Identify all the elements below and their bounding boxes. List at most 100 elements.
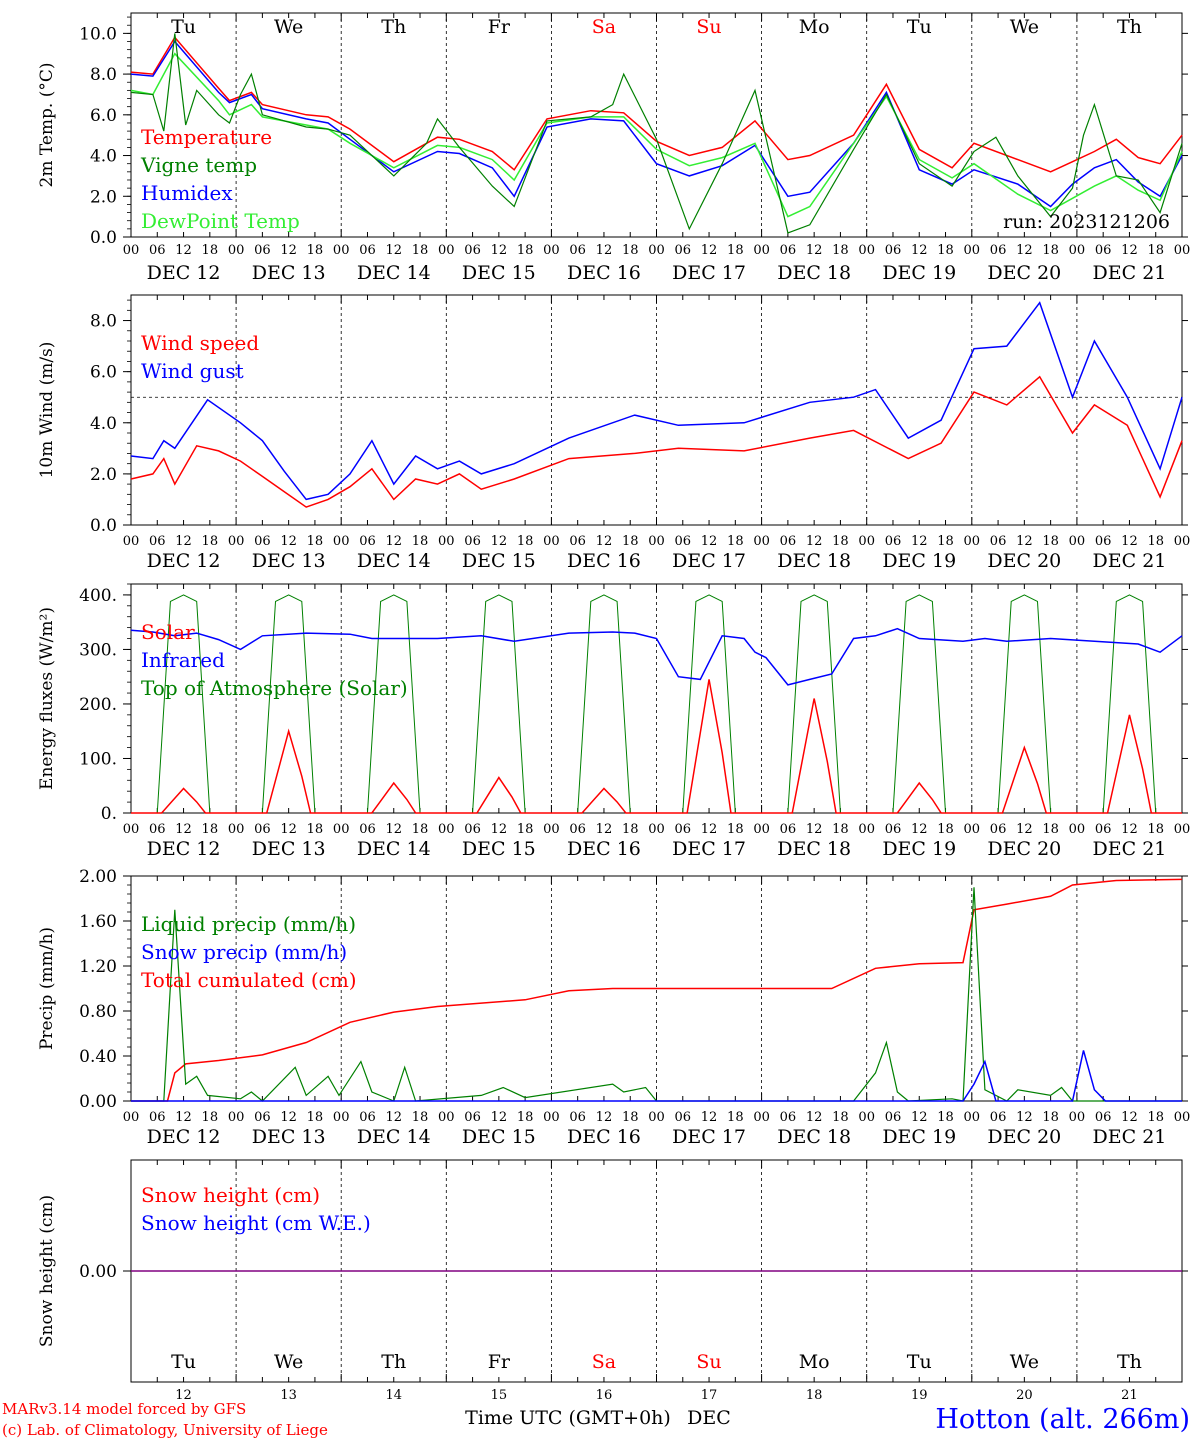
hour-tick-label: 18 [622,534,639,549]
hour-tick-label: 06 [990,243,1007,258]
series-line-blue [131,1050,1182,1102]
hour-tick-label: 18 [412,1110,429,1125]
day-number-label: 13 [280,1388,297,1403]
station-label: Hotton (alt. 266m) [935,1404,1190,1435]
day-number-label: 21 [1121,1388,1138,1403]
legend-entry: Total cumulated (cm) [141,968,357,992]
hour-tick-label: 12 [596,822,613,837]
hour-tick-label: 12 [806,822,823,837]
date-label: DEC 17 [672,262,746,284]
hour-tick-label: 18 [307,534,324,549]
hour-tick-label: 00 [964,534,981,549]
hour-tick-label: 18 [937,534,954,549]
hour-tick-label: 12 [385,1110,402,1125]
hour-tick-label: 18 [727,243,744,258]
weekday-label: We [274,1351,303,1373]
date-label: DEC 14 [357,838,431,860]
weekday-label: Tu [907,16,932,38]
hour-tick-label: 00 [333,534,350,549]
weekday-label: Mo [799,1351,830,1373]
date-label: DEC 19 [882,1126,956,1148]
date-label: DEC 18 [777,262,851,284]
y-tick-label: 0.0 [90,516,117,536]
hour-tick-label: 06 [359,1110,376,1125]
y-tick-label: 2.00 [79,867,117,887]
series-line-red [131,878,1183,1102]
weekday-label: Fr [488,1351,511,1373]
credit-line-2: (c) Lab. of Climatology, University of L… [2,1421,328,1439]
y-tick-label: 0.00 [79,1262,117,1282]
hour-tick-label: 06 [254,534,271,549]
hour-tick-label: 06 [149,1110,166,1125]
hour-tick-label: 06 [1095,822,1112,837]
y-tick-label: 0.80 [79,1002,117,1022]
hour-tick-label: 12 [1016,243,1033,258]
x-axis-month-label: DEC [687,1407,731,1429]
y-axis-label: 2m Temp. (°C) [37,62,57,187]
panel-5: 0.00 Snow height (cm) Snow height (cm) Snow… [37,1159,1188,1383]
weekday-label: Th [1117,16,1142,38]
y-axis-label: Precip (mm/h) [37,927,57,1050]
day-number-label: 20 [1016,1388,1033,1403]
hour-tick-label: 00 [228,822,245,837]
series-line-blue [130,301,1183,501]
y-tick-label: 300. [79,640,117,660]
y-tick-label: 1.60 [79,912,117,932]
hour-tick-label: 18 [727,1110,744,1125]
hour-tick-label: 12 [280,534,297,549]
hour-tick-label: 06 [675,822,692,837]
hour-tick-label: 18 [1147,534,1164,549]
hour-tick-label: 06 [1095,1110,1112,1125]
hour-tick-label: 00 [1069,1110,1086,1125]
hour-tick-label: 18 [832,1110,849,1125]
y-tick-label: 400. [79,586,117,606]
hour-tick-label: 12 [596,243,613,258]
panel-4: 0.00 0.40 0.80 1.20 1.60 2.00 Precip (mm/h) Liq… [37,867,1190,1148]
legend-entry: Liquid precip (mm/h) [141,912,356,936]
hour-tick-label: 00 [438,243,455,258]
hour-tick-label: 12 [596,1110,613,1125]
hour-tick-label: 12 [596,534,613,549]
weekday-label: Th [381,1351,406,1373]
hour-tick-label: 00 [753,822,770,837]
hour-tick-label: 00 [1174,534,1191,549]
hour-tick-label: 06 [569,1110,586,1125]
hour-tick-label: 00 [964,243,981,258]
legend-entry: Vigne temp [140,153,257,177]
date-label: DEC 21 [1093,1126,1167,1148]
hour-tick-label: 06 [359,534,376,549]
date-label: DEC 13 [252,838,326,860]
panel-3: 0. 100. 200. 300. 400. Energy fluxes (W/m²) So… [37,583,1191,860]
day-number-label: 15 [491,1388,508,1403]
hour-tick-label: 00 [123,243,140,258]
hour-tick-label: 12 [911,822,928,837]
hour-tick-label: 12 [175,243,192,258]
hour-tick-label: 00 [1174,822,1191,837]
legend-entry: Infrared [141,648,225,672]
hour-tick-label: 00 [333,243,350,258]
date-label: DEC 16 [567,262,641,284]
legend-entry: Wind speed [141,331,259,355]
date-label: DEC 15 [462,550,536,572]
day-number-label: 18 [806,1388,823,1403]
hour-tick-label: 00 [648,534,665,549]
hour-tick-label: 06 [1095,534,1112,549]
hour-tick-label: 18 [307,243,324,258]
hour-tick-label: 12 [806,1110,823,1125]
day-number-label: 17 [701,1388,718,1403]
y-tick-label: 10.0 [79,24,117,44]
hour-tick-label: 06 [990,822,1007,837]
date-label: DEC 15 [462,1126,536,1148]
legend-entry: Solar [141,620,195,644]
y-tick-label: 6.0 [90,106,117,126]
hour-tick-label: 06 [780,1110,797,1125]
day-number-label: 19 [911,1388,928,1403]
date-label: DEC 21 [1093,838,1167,860]
hour-tick-label: 06 [990,534,1007,549]
weekday-label: Fr [488,16,511,38]
day-number-label: 12 [175,1388,192,1403]
weekday-label: Su [696,1351,721,1373]
hour-tick-label: 00 [438,534,455,549]
hour-tick-label: 06 [569,822,586,837]
weekday-label: Tu [907,1351,932,1373]
